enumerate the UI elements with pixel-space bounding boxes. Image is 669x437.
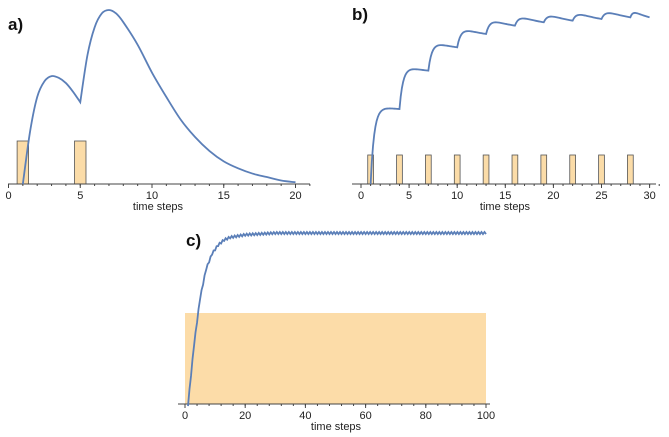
x-tick-label: 20 — [547, 190, 559, 202]
x-tick-label: 20 — [239, 410, 251, 422]
panel-a-label: a) — [8, 15, 23, 34]
x-tick-label: 0 — [5, 190, 11, 202]
x-tick-label: 60 — [359, 410, 371, 422]
x-tick-label: 5 — [77, 190, 83, 202]
x-tick-label: 25 — [595, 190, 607, 202]
pulse-bar — [598, 154, 605, 185]
panel-c-ticks: 0 20 40 60 80 100 — [182, 404, 495, 422]
panel-b-pulses — [367, 154, 634, 185]
x-tick-label: 10 — [146, 190, 158, 202]
pulse-bar — [569, 154, 576, 185]
pulse-bar — [425, 154, 432, 185]
pulse-bar — [627, 154, 634, 185]
x-tick-label: 0 — [182, 410, 188, 422]
pulse-bar — [453, 154, 461, 185]
x-tick-label: 15 — [218, 190, 230, 202]
panel-a: a) 0 5 10 15 20 time steps — [5, 9, 311, 213]
panel-b: b) 0 5 10 15 20 25 30 time steps — [352, 5, 660, 213]
x-tick-label: 40 — [299, 410, 311, 422]
pulse-bar — [540, 154, 548, 185]
x-tick-label: 80 — [420, 410, 432, 422]
x-tick-label: 20 — [289, 190, 301, 202]
panel-a-x-label: time steps — [133, 201, 184, 213]
pulse-bar — [74, 140, 87, 185]
panel-b-label: b) — [352, 5, 368, 24]
panel-a-ticks: 0 5 10 15 20 — [5, 184, 311, 202]
panel-c-series-line — [187, 230, 487, 407]
x-tick-label: 10 — [451, 190, 463, 202]
panel-c: c) 0 20 40 60 80 100 time steps — [178, 230, 495, 433]
panel-b-series-line — [369, 12, 650, 185]
pulse-bar — [396, 154, 403, 185]
pulse-bar — [482, 154, 490, 185]
panel-b-ticks: 0 5 10 15 20 25 30 — [358, 184, 660, 202]
x-tick-label: 5 — [406, 190, 412, 202]
panel-c-pulse-region — [185, 313, 486, 404]
pulse-bar — [511, 154, 519, 185]
panel-b-x-label: time steps — [480, 201, 531, 213]
x-tick-label: 30 — [643, 190, 655, 202]
panel-c-label: c) — [186, 231, 201, 250]
panel-a-series-line — [21, 9, 296, 185]
panel-c-x-label: time steps — [311, 421, 362, 433]
x-tick-label: 15 — [499, 190, 511, 202]
x-tick-label: 100 — [477, 410, 495, 422]
x-tick-label: 0 — [358, 190, 364, 202]
